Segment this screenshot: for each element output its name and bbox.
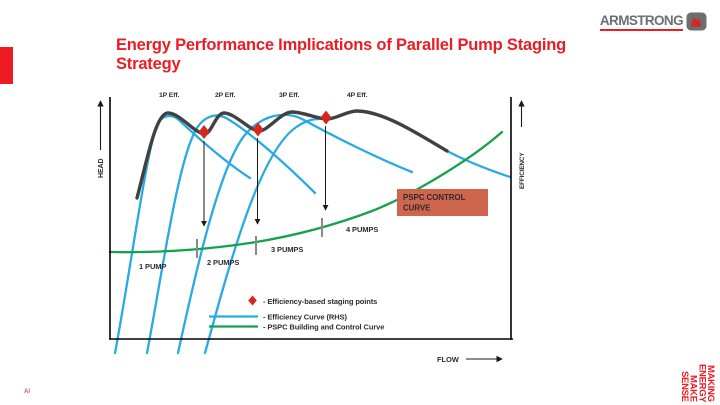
legend-label-efficiency: - Efficiency Curve (RHS) [263, 313, 347, 322]
legend-label-staging: - Efficiency-based staging points [263, 297, 377, 306]
pspc-callout-line2: CURVE [403, 204, 431, 213]
corner-mark: Al [24, 389, 30, 395]
staging-diamond-2 [252, 122, 264, 137]
staging-diamond-3 [320, 110, 332, 125]
top-label-3p: 3P Eff. [279, 92, 300, 99]
head-axis-label: HEAD [98, 159, 105, 178]
stage-label-4: 4 PUMPS [346, 225, 378, 234]
pump-staging-chart: HEAD EFFICIENCY FLOW 1P Eff. 2P Eff. 3P … [97, 92, 526, 364]
efficiency-curve-3 [176, 113, 414, 355]
legend-diamond-swatch [248, 295, 257, 306]
pspc-callout-box [397, 189, 488, 216]
stage-label-3: 3 PUMPS [271, 245, 303, 254]
pspc-callout-line1: PSPC CONTROL [403, 193, 466, 202]
stage-label-1: 1 PUMP [139, 262, 166, 271]
staging-diamond-1 [198, 125, 210, 139]
armstrong-flame-icon [686, 12, 707, 31]
top-label-4p: 4P Eff. [347, 92, 368, 99]
pspc-control-curve [108, 130, 504, 254]
legend-label-pspc: - PSPC Building and Control Curve [263, 323, 384, 332]
slide-title: Energy Performance Implications of Paral… [116, 36, 567, 74]
top-label-2p: 2P Eff. [215, 92, 236, 99]
stage-label-2: 2 PUMPS [207, 258, 239, 267]
efficiency-curve-2 [145, 114, 317, 355]
flow-axis-label: FLOW [437, 355, 460, 364]
armstrong-logo: ARMSTRONG [599, 12, 707, 31]
armstrong-logo-text: ARMSTRONG [599, 13, 684, 31]
efficiency-axis-label: EFFICIENCY [519, 152, 526, 189]
left-accent-bar [0, 47, 13, 84]
tagline: MAKING ENERGY MAKE SENSE [678, 363, 716, 402]
top-label-1p: 1P Eff. [159, 92, 180, 99]
